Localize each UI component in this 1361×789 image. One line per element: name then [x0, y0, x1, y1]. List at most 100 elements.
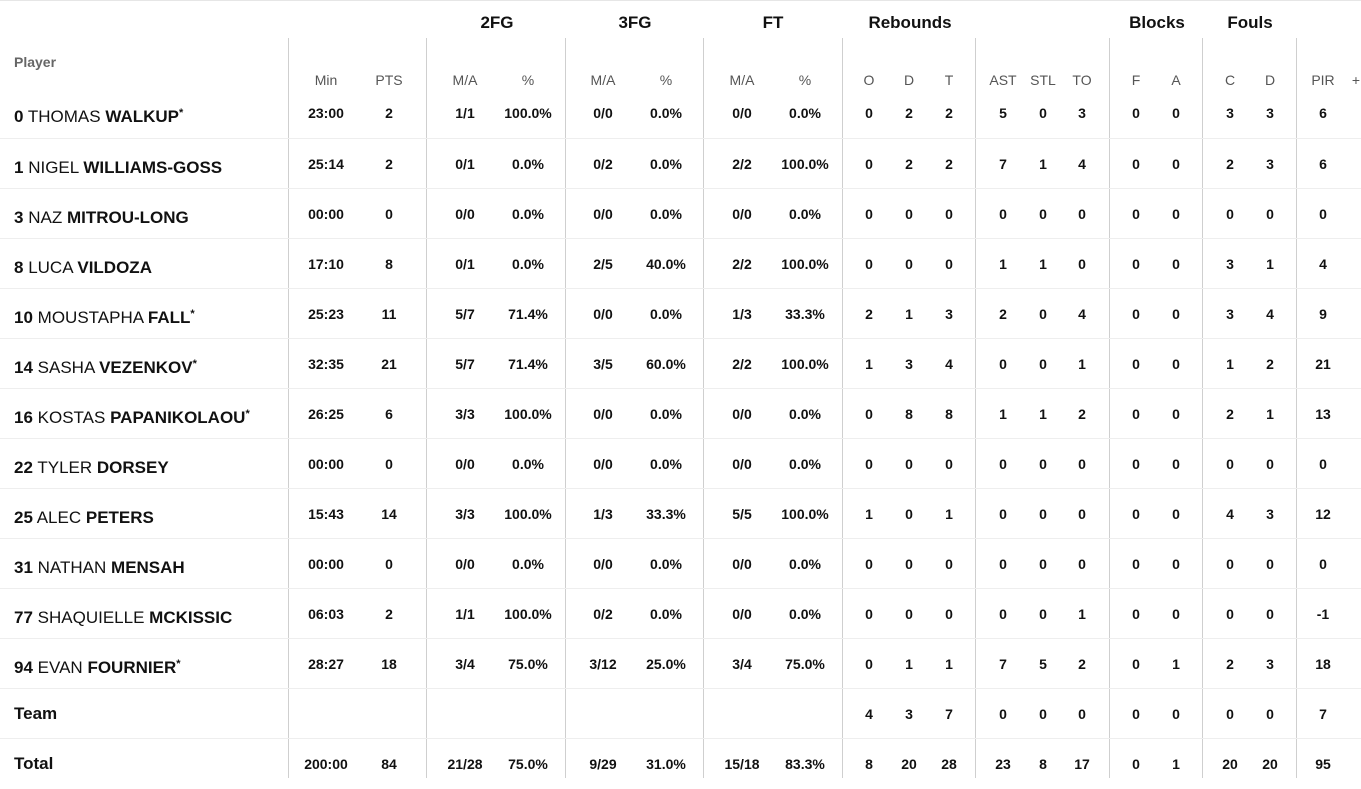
stat-cell: 0: [999, 456, 1007, 472]
player-row: 22 TYLER DORSEY 00:00 0 0/0 0.0% 0/0 0.0% 0/0 0.…: [0, 438, 1361, 489]
player-name[interactable]: 25 ALEC PETERS: [14, 489, 154, 539]
player-last-name: MITROU-LONG: [66, 208, 189, 227]
player-last-name: PETERS: [85, 508, 154, 527]
column-header[interactable]: D: [903, 72, 915, 88]
player-name[interactable]: 0 THOMAS WALKUP*: [14, 88, 183, 138]
player-first-name: THOMAS: [27, 107, 101, 126]
stat-cell: 0: [945, 556, 953, 572]
column-header[interactable]: T: [944, 72, 954, 88]
stat-cell: 2/5: [593, 256, 613, 272]
stat-cell: 1/3: [732, 306, 752, 322]
stat-cell: 0.0%: [650, 456, 682, 472]
stat-cell: 5/7: [455, 356, 475, 372]
column-header[interactable]: %: [659, 72, 673, 88]
stat-cell: 0: [1172, 506, 1180, 522]
stat-cell: 6: [1319, 105, 1327, 121]
stat-cell: 0: [1132, 156, 1140, 172]
stat-cell: 18: [1315, 656, 1331, 672]
stat-cell: 3: [1078, 105, 1086, 121]
column-header[interactable]: M/A: [590, 72, 616, 88]
stat-cell: 0.0%: [789, 406, 821, 422]
stat-cell: 6: [385, 406, 393, 422]
stat-cell: 0: [865, 606, 873, 622]
column-header[interactable]: %: [798, 72, 812, 88]
stat-cell: 0: [865, 556, 873, 572]
stat-cell: 0: [1039, 105, 1047, 121]
column-header[interactable]: A: [1171, 72, 1181, 88]
stat-cell: 23:00: [308, 105, 344, 121]
stat-cell: 60.0%: [646, 356, 686, 372]
stat-cell: 1/1: [455, 105, 475, 121]
stat-cell: 7: [1319, 706, 1327, 722]
column-header[interactable]: PTS: [375, 72, 403, 88]
stat-cell: 0: [945, 206, 953, 222]
stat-cell: 0: [1226, 456, 1234, 472]
column-header[interactable]: TO: [1072, 72, 1092, 88]
player-first-name: ALEC: [36, 508, 82, 527]
stat-cell: 0/0: [455, 456, 475, 472]
stat-cell: 1/1: [455, 606, 475, 622]
column-header[interactable]: D: [1264, 72, 1276, 88]
stat-cell: 28: [941, 756, 957, 772]
player-name[interactable]: 8 LUCA VILDOZA: [14, 239, 152, 289]
stat-cell: 0: [1078, 706, 1086, 722]
player-row: 77 SHAQUIELLE MCKISSIC 06:03 2 1/1 100.0% 0/2…: [0, 588, 1361, 639]
group-header: Fouls: [1227, 13, 1273, 32]
group-header: Blocks: [1129, 13, 1185, 32]
stat-cell: 0: [1132, 456, 1140, 472]
player-first-name: NATHAN: [37, 558, 107, 577]
stat-cell: 0: [1172, 706, 1180, 722]
starter-marker: *: [176, 658, 181, 670]
stat-cell: 25:14: [308, 156, 344, 172]
stat-cell: 0.0%: [650, 306, 682, 322]
jersey-number: 1: [14, 158, 24, 177]
player-name[interactable]: 10 MOUSTAPHA FALL*: [14, 289, 195, 339]
stat-cell: 0/0: [732, 206, 752, 222]
stat-cell: 0: [1226, 606, 1234, 622]
player-name[interactable]: 22 TYLER DORSEY: [14, 439, 169, 489]
stat-cell: 8: [945, 406, 953, 422]
stat-cell: 0: [905, 256, 913, 272]
column-header[interactable]: Min: [314, 72, 338, 88]
stat-cell: 0.0%: [512, 556, 544, 572]
player-name[interactable]: 94 EVAN FOURNIER*: [14, 639, 181, 689]
player-column-header[interactable]: Player: [14, 54, 57, 70]
stat-cell: 1: [1078, 606, 1086, 622]
column-header[interactable]: STL: [1030, 72, 1056, 88]
column-header[interactable]: M/A: [452, 72, 478, 88]
stat-cell: 00:00: [308, 206, 344, 222]
player-name[interactable]: 31 NATHAN MENSAH: [14, 539, 185, 589]
column-header[interactable]: +: [1351, 72, 1361, 88]
stat-cell: 0: [945, 256, 953, 272]
column-header[interactable]: O: [863, 72, 875, 88]
stat-cell: 0/0: [732, 556, 752, 572]
player-last-name: VILDOZA: [77, 258, 152, 277]
column-header[interactable]: F: [1131, 72, 1141, 88]
stat-cell: 0: [905, 556, 913, 572]
player-name[interactable]: 16 KOSTAS PAPANIKOLAOU*: [14, 389, 250, 439]
stat-cell: 33.3%: [785, 306, 825, 322]
stat-cell: 0: [865, 105, 873, 121]
player-name[interactable]: 3 NAZ MITROU-LONG: [14, 189, 189, 239]
group-header: FT: [762, 13, 784, 32]
stat-cell: 0/0: [593, 406, 613, 422]
stat-cell: 0: [1266, 606, 1274, 622]
player-name[interactable]: 14 SASHA VEZENKOV*: [14, 339, 197, 389]
column-header[interactable]: PIR: [1311, 72, 1335, 88]
stat-cell: 0: [905, 456, 913, 472]
stat-cell: 0: [1039, 456, 1047, 472]
stat-cell: 0: [1172, 306, 1180, 322]
column-header[interactable]: M/A: [729, 72, 755, 88]
stat-cell: 0.0%: [650, 105, 682, 121]
stat-cell: 7: [999, 656, 1007, 672]
column-header[interactable]: AST: [989, 72, 1017, 88]
starter-marker: *: [245, 408, 250, 420]
column-header[interactable]: C: [1224, 72, 1236, 88]
stat-cell: 0/2: [593, 156, 613, 172]
column-header[interactable]: %: [521, 72, 535, 88]
stat-cell: 0: [1078, 256, 1086, 272]
player-name[interactable]: 1 NIGEL WILLIAMS-GOSS: [14, 139, 222, 189]
stat-cell: 0: [1078, 206, 1086, 222]
player-name[interactable]: 77 SHAQUIELLE MCKISSIC: [14, 589, 232, 639]
stat-cell: 0/0: [455, 556, 475, 572]
